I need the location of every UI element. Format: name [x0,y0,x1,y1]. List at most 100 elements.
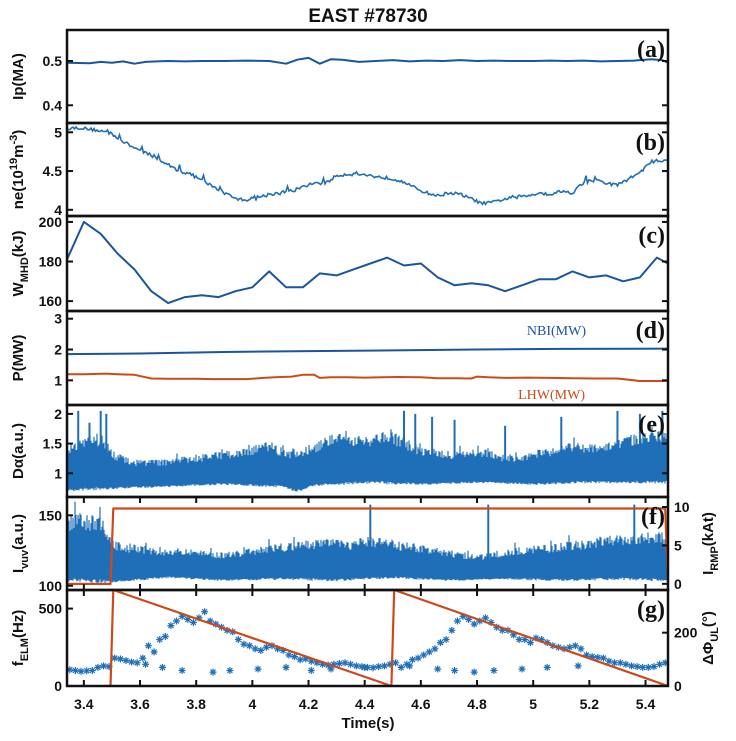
data-point [173,617,180,625]
panel-label-d: (d) [636,318,665,344]
star-marker [257,646,265,654]
star-marker [431,645,439,653]
series-f-i-vuv-upper [67,501,668,583]
star-marker [330,660,338,668]
panel-label-e: (e) [638,412,665,438]
star-marker [226,667,234,674]
series-a-ip [67,56,668,65]
star-marker [594,653,602,661]
data-point [599,654,607,662]
star-marker [518,665,526,673]
data-point [88,667,96,674]
data-point [307,667,315,674]
star-marker [184,615,192,623]
data-point [470,668,478,676]
star-marker [358,663,366,671]
y2tick-label: 200 [674,625,698,641]
data-point [482,614,489,622]
plot-area-a [67,56,668,65]
data-point [605,657,613,665]
data-point [291,653,298,661]
star-marker [628,662,635,670]
data-point [361,663,369,671]
data-point [358,663,366,671]
star-marker [206,617,214,625]
data-point [622,660,630,668]
star-marker [100,662,107,670]
data-point [518,665,526,673]
star-marker [105,663,113,671]
xtick-label: 3.8 [186,696,206,712]
y2-axis-label-f: IRMP(kAt) [700,512,721,575]
star-marker [341,659,349,667]
data-point [100,662,107,670]
star-marker [470,620,478,628]
data-point [184,615,192,623]
panel-d: 1 2 3 P(MW) (d) NBI(MW) LHW(MW) [10,309,670,407]
data-point [83,667,91,675]
y2label-part: (kAt) [700,512,717,546]
y-axis-label-f: Ivuv(a.u.) [10,514,31,573]
star-marker [605,657,613,665]
ytick-label: 1 [54,372,62,388]
panel-label-c: (c) [638,223,665,249]
data-point [116,655,124,663]
star-marker [470,668,478,676]
y2tick-label: 0 [674,576,682,592]
data-point [161,633,169,640]
series-d-lhw-mw- [67,372,668,382]
data-point [226,667,234,674]
panel-b: 4 4.5 5 ne(1019m-3) (b) [8,121,670,218]
y-axis-label-d: P(MW) [10,335,27,382]
y-axis-label-e: Dα(a.u.) [10,423,27,479]
star-marker [285,651,293,659]
star-marker [94,663,102,671]
data-point [453,617,461,625]
data-point [583,651,591,659]
ytick-label: 4.5 [43,163,63,179]
plot-area-b [67,125,668,206]
star-marker [532,634,540,642]
star-marker [212,620,220,628]
ylabel-part: ne(10 [10,170,27,209]
star-marker [442,636,450,643]
data-point [330,660,338,668]
data-point [397,663,405,671]
data-point [633,663,641,671]
star-marker [302,655,310,663]
star-marker [133,659,141,667]
data-point [178,667,186,674]
star-marker [251,645,259,653]
star-marker [451,667,459,674]
data-point [156,636,164,643]
y2-axis-label-g: ΔΦUL(°) [700,611,721,665]
data-point [434,665,442,673]
ytick-label: 100 [39,578,63,594]
star-marker [167,622,175,630]
data-point [406,662,414,670]
data-point [327,665,335,673]
xtick-label: 5.2 [580,696,600,712]
star-marker [386,660,394,668]
data-point [105,663,113,671]
ytick-label: 2 [54,406,62,422]
xtick-label: 5.4 [636,696,656,712]
data-point [167,622,175,630]
data-point [341,659,349,667]
data-point [656,660,664,668]
star-marker [111,654,119,662]
ylabel-part: vuv [19,549,31,569]
data-point [347,660,355,668]
star-marker [352,662,360,670]
star-marker [375,663,383,671]
panel-a: 0.4 0.5 Ip(MA) (a) [10,28,670,125]
data-point [302,655,310,663]
data-point [465,615,473,623]
star-marker [482,614,489,622]
data-point [574,662,582,670]
data-point [490,667,498,674]
data-point [616,659,624,667]
xtick-label: 4.4 [355,696,375,712]
star-marker [296,656,304,664]
